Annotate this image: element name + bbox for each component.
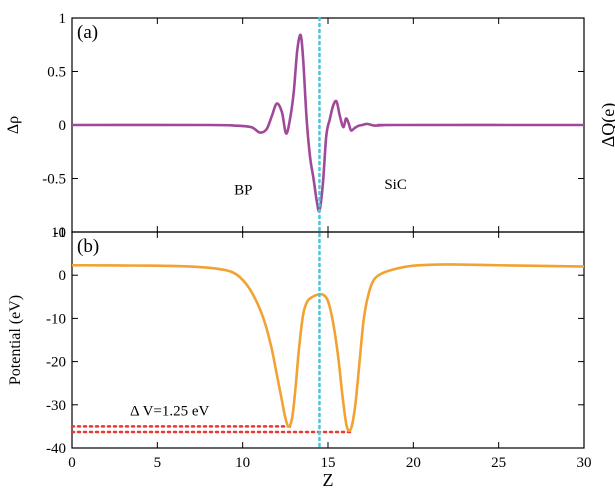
panel-b-ytick-label: -30 <box>46 398 66 414</box>
panel-a-ytick-label: 0.5 <box>47 65 66 81</box>
panel-b: 100-10-20-30-400 5 10 15 20 25 30 (b) Potentia… <box>7 225 592 488</box>
panel-b-reference-lines <box>70 425 354 434</box>
x-tick-label: 5 <box>154 455 162 471</box>
x-tick-label: 0 <box>68 455 76 471</box>
panel-a-ytick-label: 0 <box>59 118 67 134</box>
panel-b-ytick-label: -10 <box>46 311 66 327</box>
panel-a-label: (a) <box>77 22 98 43</box>
panel-a-series <box>71 33 585 213</box>
panel-b-series <box>71 263 585 433</box>
x-tick-label: 15 <box>321 455 336 471</box>
panel-b-ytick-label: -40 <box>46 441 66 457</box>
panel-b-ytick-label: 0 <box>59 268 67 284</box>
panel-a-ylabel: Δρ <box>5 116 22 134</box>
panel-b-ticks: 100-10-20-30-400 5 10 15 20 25 30 <box>46 225 592 471</box>
annotation-sic: SiC <box>384 177 407 193</box>
panel-a-ticks: 1 0.5 0 -0.5 -1 <box>42 11 585 241</box>
annotation-bp: BP <box>234 183 252 199</box>
panel-b-label: (b) <box>77 236 99 257</box>
panel-a-ytick-label: -1 <box>54 225 67 241</box>
panel-b-ylabel: Potential (eV) <box>7 295 24 385</box>
x-tick-label: 10 <box>235 455 250 471</box>
panel-a-ytick-label: -0.5 <box>42 172 66 188</box>
panel-b-ytick-label: 10 <box>51 225 66 241</box>
x-axis-label: Z <box>323 470 334 488</box>
panel-a-right-label: ΔQ(e) <box>598 103 615 148</box>
panel-a-series-line <box>71 33 585 213</box>
x-tick-label: 25 <box>491 455 506 471</box>
panel-b-series-line <box>71 263 585 433</box>
panel-a: 1 0.5 0 -0.5 -1 (a) Δρ ΔQ(e) BP SiC <box>5 11 615 241</box>
panel-b-ytick-label: -20 <box>46 355 66 371</box>
x-tick-label: 30 <box>577 455 592 471</box>
x-tick-label: 20 <box>406 455 421 471</box>
annotation-delta-v: Δ V=1.25 eV <box>130 404 210 420</box>
panel-a-ytick-label: 1 <box>59 11 67 27</box>
